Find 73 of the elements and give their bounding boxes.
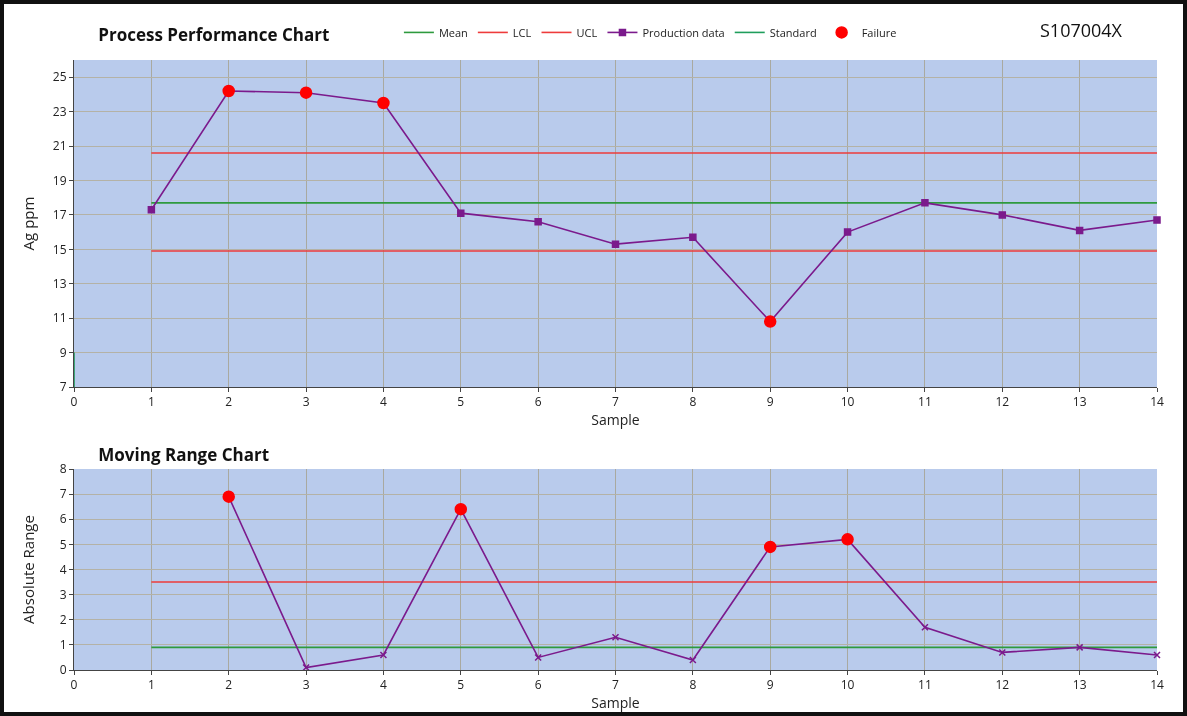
chart-title: Process Performance Chart <box>98 23 330 47</box>
x-tick-label: 12 <box>995 393 1010 411</box>
point <box>147 205 156 214</box>
point <box>689 233 697 242</box>
y-tick-label: 13 <box>52 274 67 292</box>
x-tick-label: 2 <box>225 676 233 694</box>
point <box>921 199 929 207</box>
point <box>457 209 465 217</box>
y-tick-label: 4 <box>59 560 67 578</box>
y-tick-label: 1 <box>59 636 67 654</box>
legend-label: Production data <box>642 24 725 40</box>
x-tick-label: 2 <box>225 393 233 411</box>
x-tick-label: 1 <box>147 676 155 694</box>
x-tick-label: 9 <box>766 393 774 411</box>
x-tick-label: 3 <box>302 676 310 694</box>
x-tick-label: 3 <box>302 393 310 411</box>
point <box>843 228 852 236</box>
chart-title: Moving Range Chart <box>98 442 270 466</box>
y-tick-label: 3 <box>59 585 67 603</box>
x-tick-label: 6 <box>534 676 542 694</box>
point <box>534 218 542 226</box>
legend-label: LCL <box>512 24 532 40</box>
x-tick-label: 4 <box>379 676 387 694</box>
y-tick-label: 9 <box>59 343 67 361</box>
x-tick-label: 7 <box>612 676 620 694</box>
x-tick-label: 7 <box>612 393 620 411</box>
x-tick-label: 6 <box>534 393 542 411</box>
legend-label: Standard <box>769 24 817 40</box>
legend-label: Failure <box>861 24 897 40</box>
y-tick-label: 7 <box>59 378 67 396</box>
x-tick-label: 12 <box>995 676 1010 694</box>
x-tick-label: 0 <box>70 676 78 694</box>
y-tick-label: 17 <box>52 206 67 224</box>
point <box>611 240 620 248</box>
y-tick-label: 5 <box>59 535 67 553</box>
y-tick-label: 8 <box>59 460 67 478</box>
x-tick-label: 10 <box>840 393 855 411</box>
x-tick-label: 11 <box>918 393 932 411</box>
y-tick-label: 25 <box>52 68 67 86</box>
y-tick-label: 21 <box>52 137 67 155</box>
x-axis-title: Sample <box>591 693 640 712</box>
x-tick-label: 11 <box>918 676 932 694</box>
x-tick-label: 1 <box>147 393 155 411</box>
x-tick-label: 5 <box>457 676 465 694</box>
x-tick-label: 14 <box>1150 676 1164 694</box>
y-tick-label: 19 <box>52 171 67 189</box>
x-tick-label: 8 <box>689 393 697 411</box>
y-tick-label: 2 <box>59 610 67 628</box>
point <box>998 211 1007 219</box>
x-tick-label: 10 <box>840 676 855 694</box>
legend-label: Mean <box>438 24 468 40</box>
legend-label: UCL <box>576 24 598 40</box>
text: S107004X <box>1040 18 1123 42</box>
point <box>1075 643 1084 652</box>
x-tick-label: 13 <box>1072 393 1087 411</box>
x-tick-label: 8 <box>689 676 697 694</box>
y-tick-label: 23 <box>52 102 67 120</box>
x-tick-label: 4 <box>379 393 387 411</box>
x-tick-label: 9 <box>766 676 774 694</box>
x-tick-label: 5 <box>457 393 465 411</box>
y-tick-label: 11 <box>52 309 67 327</box>
x-tick-label: 0 <box>70 393 78 411</box>
y-tick-label: 15 <box>52 240 67 258</box>
y-axis-title: Absolute Range <box>18 515 38 624</box>
point <box>1153 216 1161 224</box>
y-axis-title: Ag ppm <box>18 196 38 251</box>
point <box>1075 226 1084 235</box>
x-tick-label: 14 <box>1150 393 1164 411</box>
x-axis-title: Sample <box>591 410 640 429</box>
x-tick-label: 13 <box>1072 676 1087 694</box>
y-tick-label: 6 <box>59 510 67 528</box>
y-tick-label: 7 <box>59 485 67 503</box>
y-tick-label: 0 <box>59 661 67 679</box>
